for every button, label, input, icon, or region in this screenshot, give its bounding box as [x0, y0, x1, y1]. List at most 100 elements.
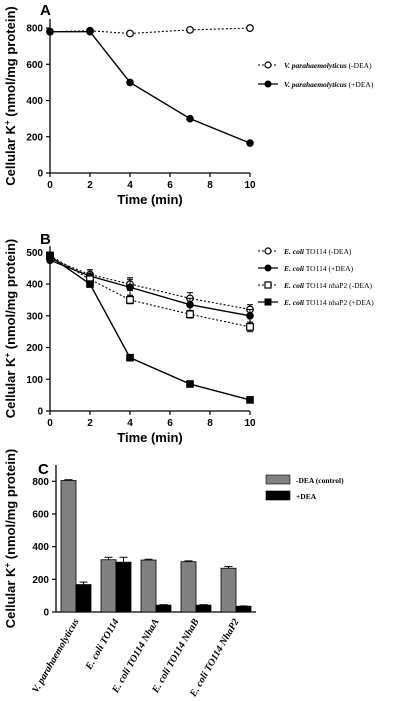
- legend-marker: [264, 281, 272, 289]
- y-tick-label: 200: [26, 132, 43, 143]
- y-tick-label: 800: [26, 24, 43, 35]
- legend-label: E. coli TO114 nhaP2 (+DEA): [283, 298, 374, 307]
- series-line: [49, 255, 251, 401]
- data-point: [126, 283, 134, 292]
- bar-0: [100, 559, 117, 613]
- bar-0: [60, 480, 77, 613]
- x-tick-label: 8: [207, 180, 213, 191]
- category-label: V. parahaemolyticus: [30, 617, 81, 695]
- data-point: [246, 139, 254, 147]
- y-tick-label: 800: [32, 477, 49, 488]
- data-point: [186, 310, 194, 319]
- data-point: [186, 114, 194, 123]
- data-point: [126, 353, 134, 362]
- legend-marker: [264, 80, 272, 88]
- series-1: [46, 256, 254, 323]
- bar-0: [180, 561, 197, 613]
- data-point: [246, 396, 254, 404]
- x-axis-title: Time (min): [117, 430, 183, 445]
- bar-0: [220, 567, 237, 613]
- legend-label: +DEA: [296, 492, 317, 501]
- legend-label: V. parahaemolyticus (-DEA): [284, 61, 372, 70]
- series-line: [49, 258, 251, 311]
- x-tick-label: 2: [87, 418, 93, 429]
- series-3: [46, 252, 254, 404]
- y-tick-label: 0: [43, 608, 49, 619]
- y-axis-title: Cellular K+ (nmol/mg protein): [3, 239, 18, 418]
- data-point: [86, 27, 94, 36]
- bar-1: [155, 604, 172, 613]
- bar-1: [115, 561, 132, 613]
- series-line: [49, 255, 251, 328]
- y-tick-label: 0: [37, 407, 43, 418]
- y-tick-label: 600: [32, 510, 49, 521]
- x-tick-label: 0: [47, 180, 53, 191]
- series-1: [46, 27, 254, 147]
- legend-label: E. coli TO114 (+DEA): [283, 264, 354, 273]
- data-point: [126, 78, 134, 87]
- data-point: [46, 252, 54, 260]
- series-2: [46, 251, 254, 333]
- panel-letter-a: A: [40, 2, 51, 19]
- legend-marker: [264, 247, 272, 255]
- series-line: [50, 30, 251, 144]
- y-tick-label: 400: [32, 542, 49, 553]
- legend-label: E. coli TO114 (-DEA): [283, 247, 352, 256]
- y-axis-title: Cellular K+ (nmol/mg protein): [3, 449, 18, 628]
- y-tick-label: 400: [26, 96, 43, 107]
- data-point: [46, 27, 54, 36]
- x-tick-label: 4: [127, 180, 133, 191]
- x-tick-label: 6: [167, 418, 173, 429]
- data-point: [246, 24, 254, 32]
- bar-1: [235, 605, 252, 613]
- bar-1: [75, 584, 92, 613]
- series-line: [49, 259, 251, 317]
- x-tick-label: 4: [127, 418, 133, 429]
- x-axis-title: Time (min): [117, 192, 183, 207]
- data-point: [126, 296, 134, 304]
- panel-b-chart: 0 100 200 300 400 500 0 2 4 6 8 10 Time (min) Cellula…: [3, 239, 374, 445]
- y-tick-label: 400: [26, 280, 43, 291]
- series-line: [49, 27, 251, 35]
- legend-marker: [264, 264, 272, 272]
- legend-marker: [264, 298, 272, 306]
- y-tick-label: 300: [26, 311, 43, 322]
- y-tick-label: 100: [26, 375, 43, 386]
- x-tick-label: 6: [167, 180, 173, 191]
- x-tick-label: 0: [47, 418, 53, 429]
- y-axis-title: Cellular K+ (nmol/mg protein): [3, 6, 18, 185]
- bar-1: [195, 604, 212, 613]
- legend-swatch: [265, 474, 291, 485]
- panel-letter-c: C: [38, 461, 49, 478]
- data-point: [186, 380, 194, 388]
- y-tick-label: 0: [37, 169, 43, 180]
- legend-label: V. parahaemolyticus (+DEA): [284, 80, 374, 89]
- data-point: [86, 280, 94, 288]
- series-0: [46, 24, 254, 38]
- panel-a-chart: 0 200 400 600 800 0 2 4 6 8 10 Time (min) Cellular K…: [3, 6, 374, 207]
- legend-label: -DEA (control): [296, 476, 344, 485]
- data-point: [126, 29, 134, 38]
- category-label: E. coli TO114: [83, 617, 121, 673]
- y-tick-label: 200: [26, 343, 43, 354]
- x-tick-label: 2: [87, 180, 93, 191]
- bar-0: [140, 559, 157, 613]
- data-point: [246, 312, 254, 320]
- data-point: [186, 300, 194, 309]
- legend-label: E. coli TO114 nhaP2 (-DEA): [283, 281, 372, 290]
- legend-swatch: [265, 490, 291, 501]
- legend-marker: [264, 61, 272, 69]
- series-0: [46, 254, 254, 315]
- y-tick-label: 500: [26, 248, 43, 259]
- x-tick-label: 10: [244, 418, 256, 429]
- panel-c-chart: 0 200 400 600 800 Cellular K+ (nmol/mg protei…: [3, 449, 344, 700]
- y-tick-label: 200: [32, 575, 49, 586]
- y-tick-label: 600: [26, 60, 43, 71]
- data-point: [186, 25, 194, 34]
- x-tick-label: 10: [244, 180, 256, 191]
- x-tick-label: 8: [207, 418, 213, 429]
- data-point: [246, 323, 254, 331]
- panel-letter-b: B: [40, 231, 51, 248]
